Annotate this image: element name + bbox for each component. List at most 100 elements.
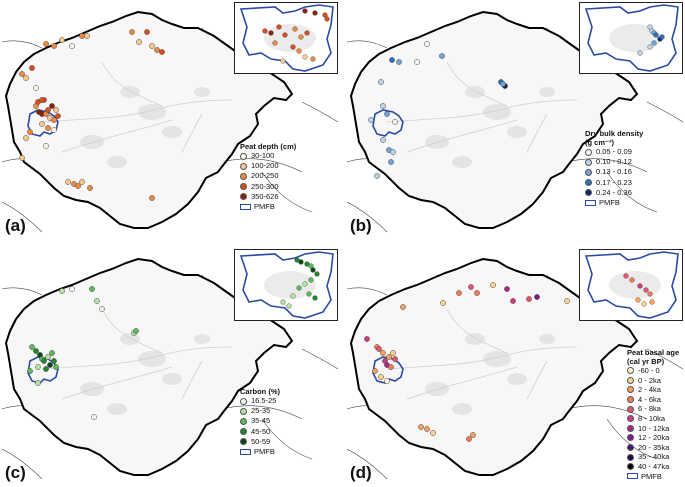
legend-item: 250-300 [240, 182, 296, 192]
sample-site-marker [154, 47, 160, 53]
legend-item-label: 2 - 4ka [638, 385, 661, 395]
sample-site-marker [51, 117, 57, 123]
legend-item-label: 100-200 [251, 161, 279, 171]
legend-item-label: -60 - 0 [638, 366, 660, 375]
sample-site-marker [36, 109, 42, 115]
amazon-basin-outline [4, 257, 294, 476]
sample-site-marker [29, 344, 35, 350]
legend-item: 100-200 [240, 161, 296, 171]
legend-title-units: (g cm⁻³) [585, 138, 614, 147]
legend-item-label: 16.5-25 [251, 396, 277, 405]
legend-item: 200-250 [240, 171, 296, 181]
pmfb-inset-map [579, 249, 683, 321]
legend-item: 8 - 10ka [627, 414, 679, 424]
legend-swatch [627, 405, 634, 413]
legend-item: 12 - 20ka [627, 433, 679, 443]
legend-item: 20 - 35ka [627, 443, 679, 453]
legend-item: 0.24 - 0.36 [585, 188, 643, 198]
legend-swatch [240, 183, 247, 191]
pmfb-inset-outline [584, 251, 679, 319]
legend-swatch [240, 162, 247, 170]
legend-swatch [627, 376, 634, 384]
panel-label: (b) [350, 216, 372, 235]
sample-site-marker [84, 33, 90, 39]
sample-site-marker [19, 155, 25, 161]
legend-item-label: 0.05 - 0.09 [596, 147, 632, 156]
legend: Dry bulk density (g cm⁻³) 0.05 - 0.09 0.10 … [585, 129, 643, 208]
sample-site-marker [526, 296, 532, 302]
legend-swatch [627, 434, 634, 442]
sample-site-marker [39, 97, 45, 103]
panel-label: (c) [5, 463, 26, 482]
sample-site-marker [466, 436, 472, 442]
legend-item-label: 20 - 35ka [638, 442, 670, 452]
legend-swatch [240, 152, 247, 160]
sample-site-marker [65, 179, 71, 185]
pmfb-inset-map [579, 2, 683, 74]
sample-site-marker [59, 288, 65, 294]
legend-pmfb-label: PMFB [641, 471, 662, 481]
legend-item-label: 25-35 [251, 406, 271, 416]
legend-swatch [627, 463, 634, 471]
pmfb-inset-outline [239, 251, 334, 319]
legend-item: 40 - 47ka [627, 462, 679, 472]
sample-site-marker [53, 107, 59, 113]
sample-site-marker [133, 328, 139, 334]
legend-title: Peat basal age [627, 348, 680, 357]
legend-item-label: 8 - 10ka [638, 413, 666, 423]
basin-map [2, 10, 338, 233]
sample-site-marker [388, 159, 394, 165]
sample-site-marker [87, 185, 93, 191]
legend-item-label: 10 - 12ka [638, 423, 670, 433]
sample-site-marker [380, 103, 386, 109]
legend-swatch [627, 444, 634, 452]
sample-site-marker [45, 125, 51, 131]
amazon-basin-outline [349, 257, 639, 476]
sample-site-marker [396, 59, 402, 65]
legend-item-label: 350-626 [251, 191, 279, 201]
sample-site-marker [392, 356, 398, 362]
legend: Peat depth (cm) 30-100 100-200 200-250 250-3… [240, 142, 296, 212]
legend-item-label: 35-45 [251, 416, 271, 426]
sample-site-marker [45, 354, 51, 360]
legend-title: Carbon (%) [240, 387, 280, 396]
sample-site-marker [27, 368, 33, 374]
pmfb-inset-outline [584, 4, 679, 72]
sample-site-marker [19, 71, 25, 77]
legend-item-pmfb: PMFB [585, 198, 643, 208]
sample-site-marker [380, 350, 386, 356]
sample-site-marker [43, 366, 49, 372]
sample-site-marker [389, 57, 395, 63]
sample-site-marker [149, 195, 155, 201]
legend-pmfb-label: PMFB [254, 202, 275, 212]
sample-site-marker [35, 380, 41, 386]
sample-site-marker [368, 117, 374, 123]
sample-site-marker [378, 79, 384, 85]
legend-swatch [240, 193, 247, 201]
legend-item: 6 - 8ka [627, 404, 679, 414]
sample-site-marker [424, 426, 430, 432]
sample-site-marker [43, 41, 49, 47]
sample-site-marker [45, 107, 51, 113]
legend-item-label: 0.17 - 0.23 [596, 177, 632, 187]
sample-site-marker [79, 179, 85, 185]
amazon-basin-outline [4, 10, 294, 229]
sample-site-marker [390, 149, 396, 155]
pmfb-swatch [585, 200, 596, 207]
sample-site-marker [55, 113, 61, 119]
sample-site-marker [35, 364, 41, 370]
sample-site-marker [564, 298, 570, 304]
legend-item: 16.5-25 [240, 396, 280, 406]
sample-site-marker [53, 364, 59, 370]
sample-site-marker [500, 81, 506, 87]
sample-site-marker [510, 298, 516, 304]
legend-item: 10 - 12ka [627, 424, 679, 434]
legend-item: 0.17 - 0.23 [585, 178, 643, 188]
basin-map [347, 10, 683, 233]
sample-site-marker [47, 362, 53, 368]
legend-item: 35-45 [240, 416, 280, 426]
legend-item: 30-100 [240, 151, 296, 161]
sample-site-marker [49, 103, 55, 109]
sample-site-marker [27, 129, 33, 135]
